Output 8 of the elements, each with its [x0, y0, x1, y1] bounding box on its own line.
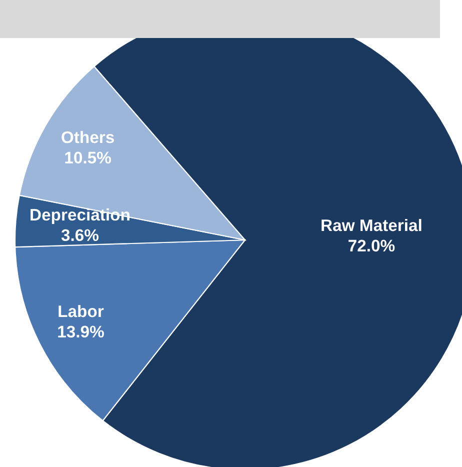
slice-label: Labor [58, 304, 104, 318]
data-label: 3.6% [61, 229, 99, 242]
slice-label: Raw Material [322, 218, 422, 232]
data-label: 10.5% [65, 152, 111, 164]
data-label: 13.9% [58, 326, 104, 338]
slice-label: Others [62, 130, 114, 144]
data-label: 72.0% [348, 240, 395, 252]
slice-label: Depreciation [30, 208, 130, 224]
